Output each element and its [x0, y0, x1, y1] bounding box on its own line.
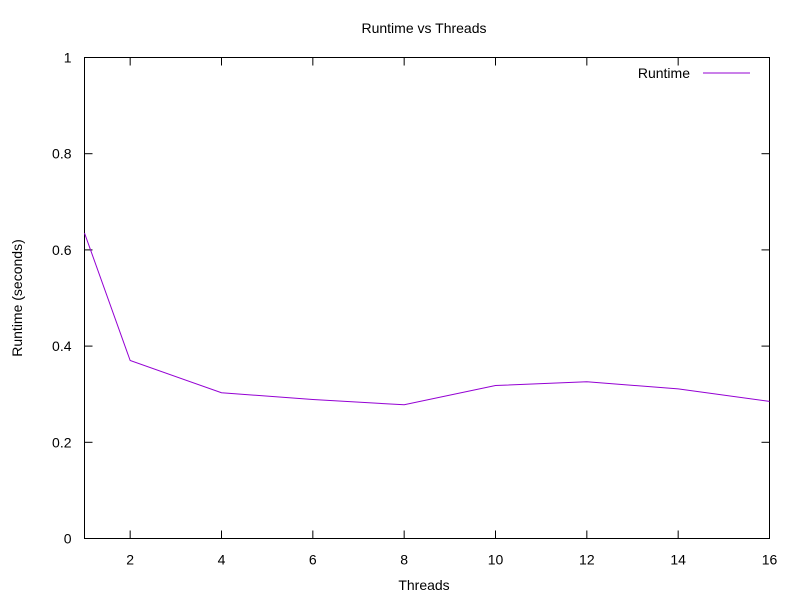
- y-tick-label: 0.4: [52, 338, 72, 354]
- series-line-runtime: [84, 232, 770, 406]
- x-tick-label: 12: [579, 552, 595, 568]
- x-tick-label: 8: [400, 552, 408, 568]
- y-tick-label: 0.8: [52, 146, 72, 162]
- x-tick-label: 6: [309, 552, 317, 568]
- y-axis-ticks: 0 0.2 0.4 0.6 0.8 1: [52, 50, 770, 547]
- chart-title: Runtime vs Threads: [361, 20, 486, 36]
- y-tick-label: 0.6: [52, 242, 72, 258]
- x-tick-label: 16: [762, 552, 778, 568]
- legend: Runtime: [638, 65, 750, 81]
- x-tick-label: 10: [488, 552, 504, 568]
- legend-label-runtime: Runtime: [638, 65, 690, 81]
- x-tick-label: 2: [126, 552, 134, 568]
- y-tick-label: 0: [64, 531, 72, 547]
- x-axis-label: Threads: [398, 577, 449, 593]
- series-layer: [84, 232, 770, 406]
- x-tick-label: 4: [218, 552, 226, 568]
- y-tick-label: 1: [64, 50, 72, 66]
- y-axis-label: Runtime (seconds): [9, 239, 25, 357]
- y-tick-label: 0.2: [52, 434, 72, 450]
- plot-frame: [84, 57, 770, 539]
- x-tick-label: 14: [670, 552, 686, 568]
- x-axis-ticks: 2 4 6 8 10 12 14 16: [126, 57, 778, 568]
